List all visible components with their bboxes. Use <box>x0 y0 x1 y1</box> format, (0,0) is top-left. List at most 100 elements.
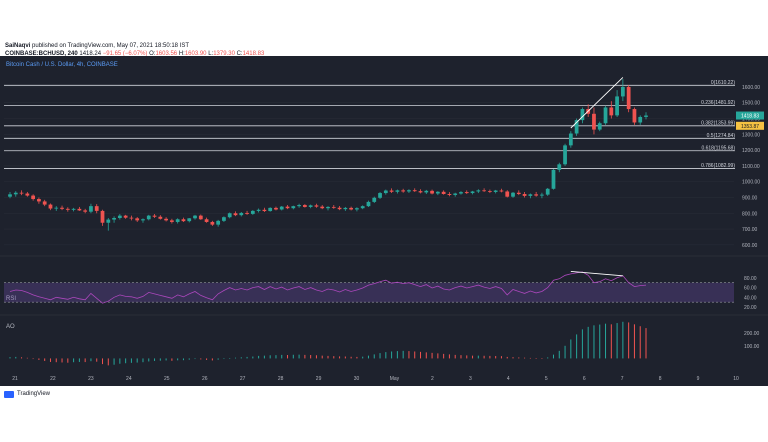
candle-body <box>141 219 145 221</box>
ao-bar <box>639 326 641 359</box>
ao-bar <box>206 358 208 360</box>
ao-bar <box>506 356 508 359</box>
ao-bar <box>454 354 456 359</box>
x-axis-label: 3 <box>469 376 472 382</box>
x-axis-label: 4 <box>507 376 510 382</box>
candle-body <box>250 210 255 214</box>
rsi-tick-label: 80.00 <box>744 276 757 282</box>
ao-bar <box>217 358 219 360</box>
ao-bar <box>165 358 167 361</box>
publish-details: published on TradingView.com, May 07, 20… <box>32 43 190 49</box>
ao-bar <box>211 358 213 361</box>
candle-body <box>123 215 128 218</box>
ao-bar <box>9 357 11 359</box>
ao-bar <box>645 328 647 359</box>
candle-body <box>493 190 498 192</box>
price-divergence-line <box>570 77 624 129</box>
ao-bar <box>333 356 335 359</box>
author-name[interactable]: SaiNaqvi <box>5 43 31 49</box>
ohlc-h: 1603.90 <box>184 51 207 57</box>
candle-body <box>435 191 440 194</box>
candle-body <box>239 212 244 216</box>
footer-brand[interactable]: TradingView <box>17 391 51 397</box>
candle-body <box>13 192 18 195</box>
candle-body <box>54 207 59 209</box>
ao-bar <box>44 358 46 361</box>
ao-label: AO <box>6 324 15 330</box>
ao-bar <box>350 356 352 359</box>
candle-body <box>129 217 134 219</box>
candle-body <box>638 116 643 123</box>
ao-bar <box>472 355 474 359</box>
ao-bar <box>339 356 341 359</box>
candle-body <box>268 207 273 212</box>
ao-bar <box>240 357 242 359</box>
x-axis-label: 10 <box>733 376 739 382</box>
price-chart-svg[interactable]: Bitcoin Cash / U.S. Dollar, 4h, COINBASE… <box>0 56 768 386</box>
ohlc-h-label: H: <box>178 51 185 57</box>
ao-bar <box>558 350 560 359</box>
candle-body <box>488 191 492 192</box>
candle-body <box>175 219 180 222</box>
ao-bar <box>489 355 491 359</box>
ao-bar <box>84 358 86 363</box>
candle-body <box>464 192 469 194</box>
ao-bar <box>327 355 329 359</box>
ao-bar <box>90 358 92 362</box>
candle-body <box>146 215 151 220</box>
ao-bar <box>136 358 138 363</box>
last-price: 1418.24 <box>79 51 102 57</box>
chart-area[interactable]: Bitcoin Cash / U.S. Dollar, 4h, COINBASE… <box>0 56 768 386</box>
ao-bar <box>622 321 624 359</box>
ao-bar <box>356 356 358 359</box>
ao-bar <box>547 357 549 359</box>
ao-bar <box>581 329 583 359</box>
candle-body <box>187 218 192 222</box>
fib-level-label: 0.382(1353.99) <box>701 120 735 126</box>
chart-title: Bitcoin Cash / U.S. Dollar, 4h, COINBASE <box>6 62 118 68</box>
fib-level-label: 0(1610.22) <box>711 80 736 86</box>
candle-body <box>389 190 394 192</box>
x-axis-label: May <box>390 376 400 382</box>
candle-body <box>522 194 527 196</box>
candle-body <box>181 219 186 222</box>
candle-body <box>308 205 313 207</box>
candle-body <box>135 218 140 221</box>
ao-bar <box>154 358 156 361</box>
fib-level-label: 0.618(1195.68) <box>701 145 735 151</box>
ao-bar <box>570 339 572 359</box>
ao-bar <box>512 357 514 359</box>
ao-bar <box>500 356 502 359</box>
candle-body <box>320 206 325 209</box>
ao-bar <box>125 358 127 364</box>
ao-bar <box>379 353 381 359</box>
ao-bar <box>633 324 635 359</box>
ao-bar <box>420 351 422 359</box>
candle-body <box>193 215 197 219</box>
candle-body <box>540 194 544 196</box>
ao-bar <box>177 358 179 361</box>
candle-body <box>256 209 261 211</box>
ao-bar <box>443 353 445 359</box>
ao-bar <box>304 354 306 359</box>
candle-body <box>164 218 168 221</box>
ao-bar <box>425 352 427 359</box>
ohlc-l-label: L: <box>208 51 214 57</box>
candle-body <box>534 194 539 196</box>
candle-body <box>117 215 122 218</box>
candle-body <box>620 86 625 97</box>
candle-body <box>511 192 515 197</box>
ao-bar <box>78 358 80 362</box>
candle-body <box>563 145 567 165</box>
candle-body <box>274 207 278 210</box>
x-axis-label: 5 <box>545 376 548 382</box>
ao-bar <box>576 334 578 359</box>
candle-body <box>366 201 371 207</box>
ao-bar <box>200 358 202 360</box>
ao-bar <box>107 358 109 366</box>
x-axis-label: 8 <box>659 376 662 382</box>
ao-bar <box>292 354 294 359</box>
ao-bar <box>391 351 393 359</box>
candle-body <box>227 213 232 218</box>
candle-body <box>31 195 36 200</box>
